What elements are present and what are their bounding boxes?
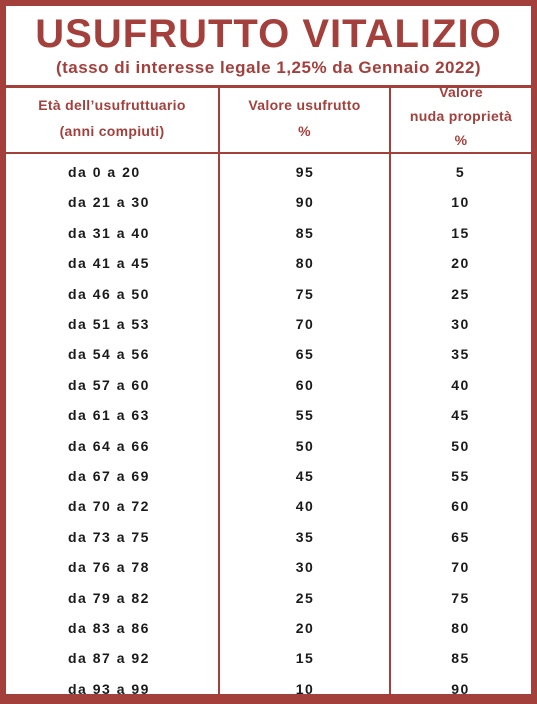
- row-usufrutto-value: 80: [295, 255, 315, 272]
- row-nuda-value: 75: [451, 589, 470, 606]
- row-age-range: da 70 a 72: [68, 498, 150, 515]
- row-age-range: da 93 a 99: [68, 680, 150, 697]
- row-nuda-value: 60: [451, 498, 470, 515]
- row-age-range: da 83 a 86: [68, 620, 150, 636]
- header-usufrutto: Valore usufrutto %: [220, 92, 389, 144]
- row-usufrutto-value: 60: [295, 376, 315, 393]
- row-usufrutto-value: 95: [295, 164, 315, 180]
- row-nuda-value: 40: [451, 376, 470, 393]
- header-nuda-label1: Valore: [439, 84, 483, 100]
- row-nuda-value: 55: [451, 468, 470, 484]
- row-age-range: da 21 a 30: [68, 194, 150, 211]
- row-usufrutto-value: 35: [295, 528, 315, 545]
- row-age-range: da 67 a 69: [68, 468, 150, 484]
- row-nuda-value: 90: [451, 680, 470, 697]
- row-age-range: da 87 a 92: [68, 650, 150, 667]
- row-age-range: da 57 a 60: [68, 376, 150, 393]
- row-nuda-value: 15: [451, 224, 470, 241]
- header-top-rule: [6, 85, 531, 88]
- row-nuda-value: 45: [451, 407, 470, 424]
- row-usufrutto-value: 70: [295, 316, 315, 332]
- row-nuda-value: 70: [451, 559, 470, 576]
- row-age-range: da 31 a 40: [68, 224, 150, 241]
- row-nuda-value: 35: [451, 346, 470, 363]
- row-nuda-value: 10: [451, 194, 470, 211]
- row-age-range: da 46 a 50: [68, 285, 150, 302]
- row-usufrutto-value: 85: [295, 224, 315, 241]
- row-usufrutto-value: 10: [295, 680, 315, 697]
- header-nuda-label2: nuda proprietà: [409, 108, 513, 124]
- row-usufrutto-value: 75: [295, 285, 315, 302]
- row-usufrutto-value: 50: [295, 437, 315, 454]
- row-nuda-value: 85: [451, 650, 470, 667]
- row-age-range: da 79 a 82: [68, 589, 150, 606]
- column-divider-1: [218, 86, 220, 696]
- header-age: Età dell’usufruttuario (anni compiuti): [6, 92, 218, 144]
- row-age-range: da 76 a 78: [68, 559, 150, 576]
- header-bottom-rule: [6, 152, 531, 154]
- row-nuda-value: 20: [451, 255, 470, 272]
- row-age-range: da 64 a 66: [68, 437, 150, 454]
- header-usufrutto-unit: %: [298, 123, 311, 139]
- row-usufrutto-value: 30: [295, 559, 315, 576]
- header-age-label: Età dell’usufruttuario: [38, 97, 186, 113]
- row-usufrutto-value: 15: [295, 650, 315, 667]
- page-title: USUFRUTTO VITALIZIO: [35, 12, 502, 56]
- row-usufrutto-value: 25: [295, 589, 315, 606]
- row-usufrutto-value: 65: [295, 346, 315, 363]
- header-nuda: Valore nuda proprietà %: [391, 80, 531, 152]
- row-age-range: da 61 a 63: [68, 407, 150, 424]
- header-age-sublabel: (anni compiuti): [59, 123, 165, 139]
- row-usufrutto-value: 20: [295, 620, 315, 636]
- row-nuda-value: 25: [451, 285, 470, 302]
- row-nuda-value: 65: [451, 528, 470, 545]
- row-usufrutto-value: 90: [295, 194, 315, 211]
- row-nuda-value: 80: [451, 620, 470, 636]
- row-age-range: da 51 a 53: [68, 316, 150, 332]
- row-age-range: da 0 a 20: [68, 164, 141, 180]
- row-age-range: da 73 a 75: [68, 528, 150, 545]
- row-nuda-value: 5: [455, 164, 466, 180]
- document-panel: USUFRUTTO VITALIZIO (tasso di interesse …: [6, 6, 531, 697]
- column-divider-2: [389, 86, 391, 696]
- row-nuda-value: 30: [451, 316, 470, 332]
- header-nuda-unit: %: [454, 132, 468, 148]
- row-usufrutto-value: 40: [295, 498, 315, 515]
- header-usufrutto-label: Valore usufrutto: [248, 97, 361, 113]
- row-age-range: da 54 a 56: [68, 346, 150, 363]
- row-usufrutto-value: 55: [295, 407, 315, 424]
- page-subtitle: (tasso di interesse legale 1,25% da Genn…: [55, 58, 482, 77]
- row-nuda-value: 50: [451, 437, 470, 454]
- row-usufrutto-value: 45: [295, 468, 315, 484]
- row-age-range: da 41 a 45: [68, 255, 150, 272]
